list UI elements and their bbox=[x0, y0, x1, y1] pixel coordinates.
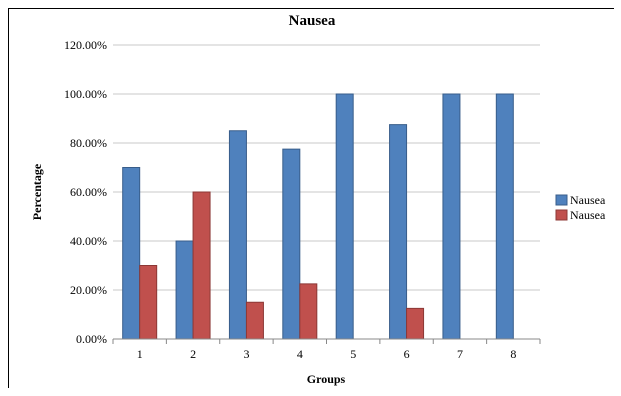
y-tick-label: 80.00% bbox=[70, 136, 107, 150]
bar-series-2-group-3 bbox=[245, 301, 264, 340]
bar-series-1-group-5 bbox=[335, 93, 354, 340]
y-tick-label: 40.00% bbox=[70, 234, 107, 248]
x-tick-label: 6 bbox=[404, 347, 410, 361]
bars bbox=[122, 93, 514, 340]
bar-series-1-group-7 bbox=[442, 93, 461, 340]
x-tick-label: 1 bbox=[137, 347, 143, 361]
bar-series-1-group-3 bbox=[228, 130, 247, 340]
bar-series-1-group-2 bbox=[175, 240, 194, 340]
x-tick-label: 3 bbox=[243, 347, 249, 361]
legend-label: Nausea bbox=[570, 208, 606, 222]
x-tick-label: 8 bbox=[510, 347, 516, 361]
bar-series-2-group-1 bbox=[139, 265, 158, 340]
y-tick-label: 60.00% bbox=[70, 185, 107, 199]
y-axis-title: Percentage bbox=[30, 163, 44, 220]
x-tick-labels: 1 2 3 4 5 6 7 8 bbox=[112, 339, 541, 361]
y-tick-labels: 0.00% 20.00% 40.00% 60.00% 80.00% 100.00% 120.… bbox=[64, 38, 107, 346]
chart-title: Nausea bbox=[289, 13, 336, 29]
bar-series-2-group-4 bbox=[299, 283, 318, 340]
x-tick-label: 7 bbox=[457, 347, 463, 361]
x-tick-label: 5 bbox=[350, 347, 356, 361]
x-tick-label: 4 bbox=[297, 347, 303, 361]
y-tick-label: 120.00% bbox=[64, 38, 107, 52]
y-tick-label: 100.00% bbox=[64, 87, 107, 101]
x-tick-label: 2 bbox=[190, 347, 196, 361]
chart-frame bbox=[8, 8, 614, 388]
bar-series-2-group-2 bbox=[192, 191, 211, 340]
y-tick-label: 20.00% bbox=[70, 283, 107, 297]
x-axis-title: Groups bbox=[307, 372, 346, 386]
legend-swatch bbox=[555, 209, 568, 221]
y-tick-label: 0.00% bbox=[76, 332, 107, 346]
bar-series-1-group-8 bbox=[495, 93, 514, 340]
bar-series-1-group-1 bbox=[122, 167, 141, 340]
legend-label: Nausea bbox=[570, 193, 606, 207]
bar-series-2-group-6 bbox=[406, 307, 425, 340]
legend-swatch bbox=[555, 194, 568, 206]
bar-series-1-group-4 bbox=[282, 148, 301, 340]
gridlines bbox=[113, 44, 540, 291]
bar-series-1-group-6 bbox=[389, 124, 408, 340]
